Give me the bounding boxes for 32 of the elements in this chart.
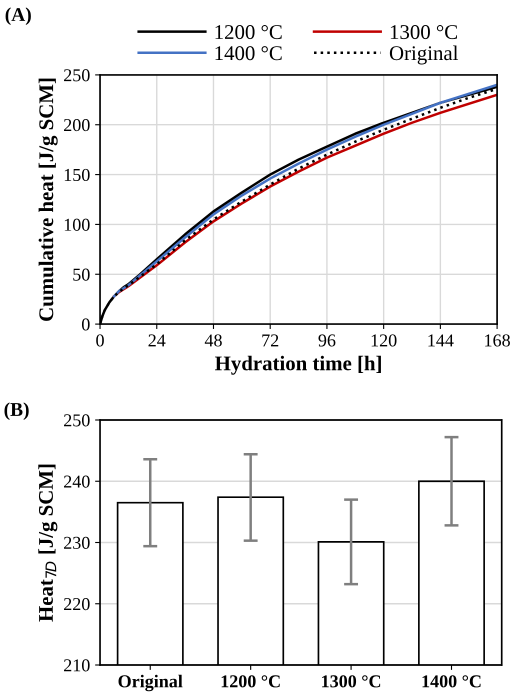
legend-label: Original [390, 46, 458, 64]
y-tick-label: 250 [64, 69, 90, 82]
legend-label: 1300 °C [390, 25, 457, 40]
y-tick-label: 100 [64, 218, 90, 231]
x-tick-label: 0 [96, 334, 104, 347]
x-tick-label: 24 [148, 334, 166, 346]
y-tick-label: 200 [64, 118, 90, 132]
x-tick-label: 168 [485, 334, 510, 347]
y-axis-title: Heat$_{7D}$ [J/g SCM] [38, 464, 58, 622]
y-tick-label: 50 [73, 268, 90, 281]
x-tick-label: 1200 °C [222, 675, 280, 688]
x-tick-label: 96 [318, 334, 336, 347]
y-tick-label: 230 [64, 536, 90, 549]
x-tick-label: 1300 °C [322, 675, 380, 688]
x-tick-label: 120 [372, 334, 397, 347]
legend-label: 1400 °C [216, 46, 282, 60]
y-tick-label: 250 [64, 414, 90, 426]
x-tick-label: 1400 °C [422, 675, 481, 688]
x-tick-label: 48 [204, 334, 222, 347]
y-tick-label: 0 [82, 318, 90, 331]
x-tick-label: 144 [428, 334, 454, 346]
x-axis-title: Hydration time [h] [215, 356, 381, 375]
x-tick-label: Original [118, 674, 183, 692]
y-tick-label: 220 [64, 598, 90, 610]
x-tick-label: 72 [262, 334, 278, 346]
chart-title: (A) [6, 7, 31, 26]
y-tick-label: 150 [64, 168, 90, 182]
legend-label: 1200 °C [216, 25, 282, 40]
y-tick-label: 240 [64, 476, 90, 488]
y-axis-title: Cumulative heat [J/g SCM] [38, 78, 58, 321]
y-tick-label: 210 [64, 659, 90, 672]
chart-title: (B) [4, 402, 29, 420]
